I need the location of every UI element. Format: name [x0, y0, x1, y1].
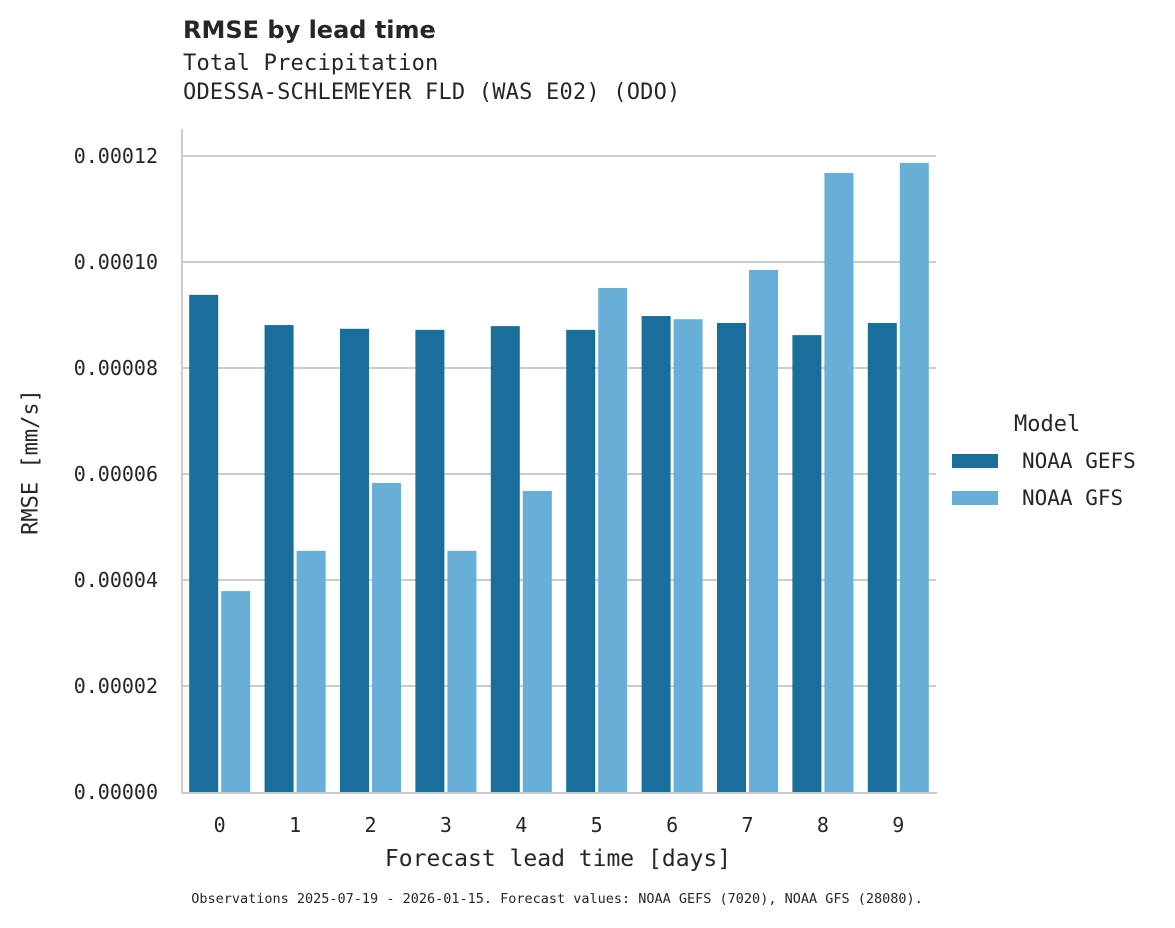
x-tick-label: 0: [213, 813, 226, 837]
chart-title: RMSE by lead time: [183, 16, 436, 44]
bar-gfs-4: [522, 490, 552, 792]
bar-gefs-3: [415, 329, 445, 792]
bar-gfs-8: [824, 172, 854, 792]
x-tick-label: 1: [289, 813, 302, 837]
bar-gfs-9: [899, 162, 929, 792]
bar-gefs-0: [189, 294, 219, 792]
bar-gfs-0: [221, 591, 251, 792]
bar-gfs-3: [447, 550, 477, 792]
footnote: Observations 2025-07-19 - 2026-01-15. Fo…: [191, 891, 923, 907]
x-tick-label: 2: [364, 813, 377, 837]
y-tick-label: 0.00012: [73, 144, 158, 168]
chart-subtitle-variable: Total Precipitation: [183, 51, 439, 76]
legend-swatch-gfs: [952, 491, 998, 505]
y-tick-label: 0.00008: [73, 356, 158, 380]
bar-gefs-1: [264, 325, 294, 792]
legend-item-gfs: NOAA GFS: [952, 486, 1124, 510]
legend-title: Model: [1014, 412, 1081, 437]
y-axis-label: RMSE [mm/s]: [18, 389, 44, 535]
x-tick-label: 7: [741, 813, 754, 837]
bar-gefs-4: [490, 326, 520, 792]
chart-subtitle-station: ODESSA-SCHLEMEYER FLD (WAS E02) (ODO): [183, 80, 681, 105]
bar-gfs-6: [673, 319, 703, 792]
bar-gfs-5: [598, 287, 628, 792]
x-tick-label: 8: [816, 813, 829, 837]
bar-gefs-2: [340, 328, 369, 792]
bar-gefs-9: [867, 322, 897, 792]
y-tick-label: 0.00004: [73, 568, 158, 592]
x-axis-label: Forecast lead time [days]: [384, 846, 732, 872]
y-tick-label: 0.00010: [73, 250, 158, 274]
gridlines: [182, 155, 936, 687]
bar-gfs-1: [296, 550, 326, 792]
x-tick-label: 6: [666, 813, 679, 837]
x-tick-label: 9: [892, 813, 905, 837]
x-tick-label: 4: [515, 813, 528, 837]
legend-label-gefs: NOAA GEFS: [1022, 449, 1136, 473]
y-tick-label: 0.00002: [73, 674, 158, 698]
legend-swatch-gefs: [952, 454, 998, 468]
x-tick-label: 3: [439, 813, 452, 837]
bar-gefs-8: [792, 335, 822, 792]
legend-label-gfs: NOAA GFS: [1022, 486, 1124, 510]
x-tick-label: 5: [590, 813, 603, 837]
y-tick-label: 0.00006: [73, 462, 158, 486]
bars: [189, 162, 929, 792]
bar-gefs-6: [641, 316, 671, 792]
legend-item-gefs: NOAA GEFS: [952, 449, 1136, 473]
bar-gfs-2: [372, 483, 401, 792]
bar-gfs-7: [749, 269, 778, 792]
bar-gefs-5: [566, 329, 596, 792]
y-tick-label: 0.00000: [73, 780, 158, 804]
bar-gefs-7: [717, 322, 746, 792]
